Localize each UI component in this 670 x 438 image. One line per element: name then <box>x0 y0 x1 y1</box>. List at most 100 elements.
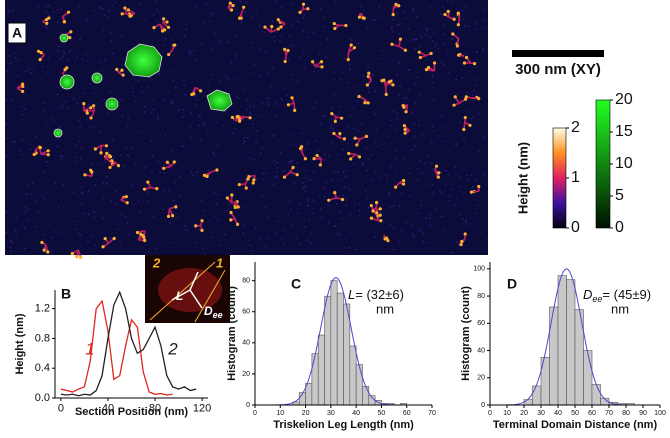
afm-noise <box>190 170 192 173</box>
afm-noise <box>372 74 374 76</box>
afm-noise <box>473 77 476 80</box>
terminal-domain <box>340 197 345 202</box>
afm-noise <box>473 90 475 92</box>
afm-noise <box>88 103 90 106</box>
afm-noise <box>5 99 8 101</box>
terminal-domain <box>112 236 116 241</box>
afm-noise <box>442 33 445 36</box>
x-tick-label: 40 <box>102 403 114 415</box>
colorbar <box>552 127 567 229</box>
afm-noise <box>78 5 80 7</box>
afm-noise <box>344 186 346 189</box>
terminal-domain <box>301 2 306 6</box>
terminal-domain <box>306 7 310 11</box>
triskelion <box>417 50 433 60</box>
afm-noise <box>251 123 254 126</box>
x-tick-label: 40 <box>352 410 360 417</box>
afm-noise <box>420 229 423 231</box>
triskelion <box>236 114 252 123</box>
terminal-domain <box>101 245 105 249</box>
terminal-domain <box>99 151 103 155</box>
afm-noise <box>306 239 309 242</box>
afm-noise <box>103 13 106 16</box>
colorbar-tick-label: 1 <box>571 169 580 186</box>
terminal-domain <box>426 66 431 70</box>
afm-noise <box>332 171 335 173</box>
afm-noise <box>87 190 90 192</box>
afm-noise <box>207 169 210 172</box>
afm-noise <box>245 2 248 4</box>
annotation-symbol: L <box>348 287 355 302</box>
afm-noise <box>440 171 442 173</box>
afm-noise <box>356 101 359 103</box>
terminal-domain <box>436 175 440 179</box>
y-tick-label: 0.0 <box>35 392 50 404</box>
afm-noise <box>43 197 46 200</box>
terminal-domain <box>462 127 466 132</box>
afm-noise <box>390 223 392 226</box>
afm-noise <box>102 29 105 31</box>
terminal-domain <box>315 153 319 158</box>
afm-noise <box>439 13 442 15</box>
terminal-domain <box>70 252 74 256</box>
afm-noise <box>246 136 249 139</box>
terminal-domain <box>349 157 353 161</box>
terminal-domain <box>429 51 433 56</box>
afm-noise <box>147 191 149 194</box>
afm-noise <box>398 23 400 26</box>
y-tick-label: 40 <box>477 347 485 354</box>
y-tick-label: 60 <box>477 320 485 327</box>
afm-noise <box>302 16 304 19</box>
afm-noise <box>202 20 205 22</box>
afm-noise <box>175 86 177 89</box>
afm-noise <box>332 128 334 131</box>
afm-noise <box>334 225 336 228</box>
terminal-domain <box>91 104 96 108</box>
terminal-domain <box>93 147 98 151</box>
afm-noise <box>116 228 119 230</box>
afm-noise <box>437 47 439 49</box>
afm-noise <box>242 89 244 91</box>
afm-noise <box>357 129 360 132</box>
afm-noise <box>465 52 467 55</box>
terminal-domain <box>108 155 113 159</box>
afm-noise <box>213 154 216 157</box>
triskelion <box>227 1 235 12</box>
afm-noise <box>451 251 453 254</box>
afm-noise <box>422 111 425 113</box>
terminal-domain <box>90 170 94 174</box>
triskelion <box>311 60 324 69</box>
terminal-domain <box>333 26 337 31</box>
afm-noise <box>444 229 446 231</box>
afm-noise <box>47 14 50 17</box>
terminal-domain <box>276 18 280 22</box>
afm-noise <box>464 220 467 222</box>
y-tick-label: 100 <box>473 266 485 273</box>
afm-noise <box>374 236 376 238</box>
afm-noise <box>236 78 239 81</box>
terminal-domain <box>283 59 287 64</box>
afm-noise <box>405 97 407 99</box>
afm-noise <box>162 44 165 47</box>
afm-noise <box>11 141 14 143</box>
afm-noise <box>432 183 434 186</box>
terminal-domain <box>290 96 294 100</box>
afm-noise <box>218 244 220 247</box>
afm-noise <box>303 148 305 151</box>
afm-noise <box>310 232 313 234</box>
afm-noise <box>34 226 36 228</box>
y-tick-label: 0 <box>246 402 250 409</box>
triskelion <box>464 95 481 101</box>
afm-noise <box>383 143 385 145</box>
afm-noise <box>437 135 440 137</box>
afm-noise <box>466 91 469 94</box>
afm-noise <box>366 169 369 172</box>
triskelion <box>142 180 159 191</box>
triskelion <box>120 195 129 205</box>
afm-noise <box>374 89 377 92</box>
afm-noise <box>352 137 354 140</box>
afm-noise <box>240 21 243 24</box>
afm-noise <box>137 79 140 82</box>
afm-noise <box>469 223 472 225</box>
afm-noise <box>448 195 451 198</box>
